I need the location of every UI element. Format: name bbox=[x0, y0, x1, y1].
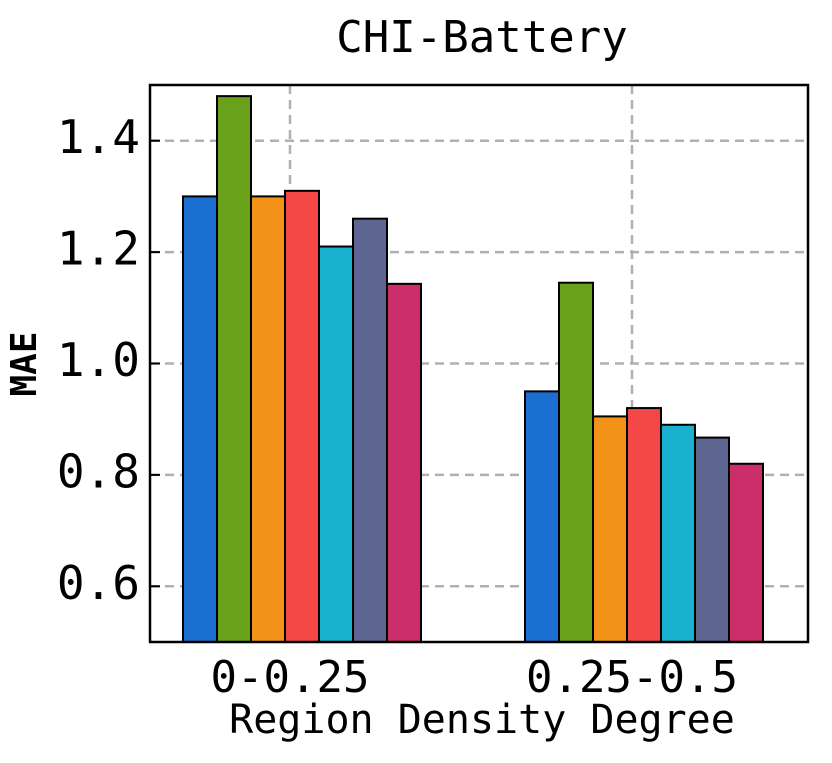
plot-frame bbox=[148, 83, 810, 644]
bar bbox=[284, 189, 320, 644]
x-tick-label: 0-0.25 bbox=[211, 652, 370, 703]
chart-title: CHI-Battery bbox=[336, 12, 627, 63]
x-tick-label: 0.25-0.5 bbox=[526, 652, 738, 703]
bar bbox=[524, 390, 560, 643]
y-axis-label: MAE bbox=[4, 331, 45, 396]
bar bbox=[694, 436, 730, 643]
y-tick-label: 1.2 bbox=[57, 222, 140, 276]
bar bbox=[318, 245, 354, 643]
bar bbox=[558, 281, 594, 643]
y-tick-label: 1.0 bbox=[57, 333, 140, 387]
bar bbox=[216, 95, 252, 643]
bar bbox=[182, 195, 218, 643]
bar bbox=[728, 462, 764, 644]
bar bbox=[386, 282, 422, 643]
y-tick-label: 0.8 bbox=[57, 444, 140, 498]
bar bbox=[626, 407, 662, 643]
bar bbox=[592, 415, 628, 644]
bar bbox=[352, 217, 388, 643]
y-tick-label: 0.6 bbox=[57, 556, 140, 610]
bar bbox=[250, 195, 286, 643]
y-tick-label: 1.4 bbox=[57, 110, 140, 164]
x-axis-label: Region Density Degree bbox=[229, 697, 735, 743]
bar bbox=[660, 423, 696, 643]
